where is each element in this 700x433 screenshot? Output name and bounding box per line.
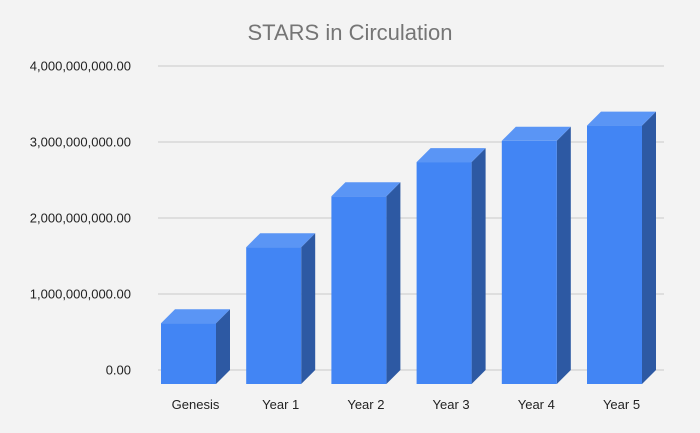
x-category-label: Year 2 xyxy=(347,397,384,412)
bar-top xyxy=(246,233,316,248)
bar-front xyxy=(331,196,387,384)
x-category-label: Year 5 xyxy=(603,397,640,412)
bar-top xyxy=(161,309,230,324)
bar-side xyxy=(471,148,486,384)
x-category-label: Year 4 xyxy=(518,397,555,412)
bar xyxy=(587,111,656,384)
bar xyxy=(416,148,486,384)
chart-title: STARS in Circulation xyxy=(248,20,453,45)
y-tick-label: 2,000,000,000.00 xyxy=(30,211,131,226)
y-tick-label: 3,000,000,000.00 xyxy=(30,135,131,150)
bar-front xyxy=(587,125,642,384)
bar-top xyxy=(587,111,656,126)
x-category-label: Genesis xyxy=(172,397,220,412)
bar-front xyxy=(161,323,216,384)
bar xyxy=(161,309,230,384)
bar-top xyxy=(501,126,571,141)
y-tick-label: 1,000,000,000.00 xyxy=(30,287,131,302)
bar-front xyxy=(246,247,302,384)
x-category-label: Year 3 xyxy=(433,397,470,412)
bar-top xyxy=(416,148,486,163)
bars xyxy=(161,111,656,385)
bar xyxy=(501,126,571,385)
bar-side xyxy=(301,233,316,384)
bar-top xyxy=(331,182,401,197)
bar-side xyxy=(216,309,230,384)
bar xyxy=(246,233,316,384)
bar-front xyxy=(501,140,557,384)
bar-side xyxy=(556,126,571,385)
y-tick-label: 4,000,000,000.00 xyxy=(30,59,131,74)
bar xyxy=(331,182,401,384)
bar-side xyxy=(386,182,401,384)
x-category-label: Year 1 xyxy=(262,397,299,412)
bar-side xyxy=(642,111,656,384)
y-tick-label: 0.00 xyxy=(106,363,131,378)
bar-front xyxy=(416,162,472,384)
y-axis-ticks: 0.00 1,000,000,000.00 2,000,000,000.00 3,00… xyxy=(30,59,131,378)
grid-lines xyxy=(158,65,664,371)
x-axis-labels: Genesis Year 1 Year 2 Year 3 Year 4 Year 5 xyxy=(172,397,640,412)
